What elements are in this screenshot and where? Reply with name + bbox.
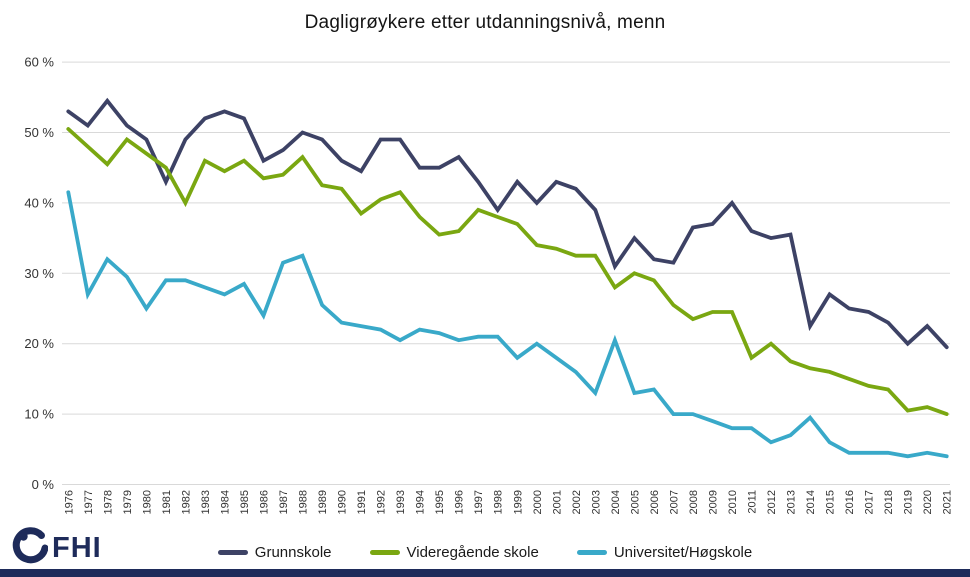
x-axis-label-1983: 1983 [200,490,212,514]
x-axis-label-1978: 1978 [102,490,114,514]
series-line-videreg-ende-skole [66,127,949,417]
x-axis-label-1995: 1995 [434,490,446,514]
y-axis-label-50: 50 % [24,125,54,140]
x-axis-label-1981: 1981 [161,490,173,514]
x-axis-label-2005: 2005 [629,490,641,514]
y-axis-label-0: 0 % [32,477,55,492]
fhi-logo: FHI [10,527,102,569]
x-axis-label-1999: 1999 [512,490,524,514]
legend-item-grunnskole[interactable]: Grunnskole [217,544,332,561]
x-axis-label-1996: 1996 [454,490,466,514]
x-axis-label-1980: 1980 [141,490,153,514]
x-axis-label-2011: 2011 [747,490,759,514]
x-axis-label-1987: 1987 [278,490,290,514]
series-line-universitet-h-gskole [66,190,949,459]
x-axis-label-2021: 2021 [942,490,954,514]
x-axis-label-1984: 1984 [219,490,231,514]
x-axis-label-1977: 1977 [83,490,95,514]
x-axis-label-2018: 2018 [883,490,895,514]
legend-label-universitet: Universitet/Høgskole [613,544,753,561]
chart-legend: Grunnskole Videregående skole Universite… [0,544,970,561]
x-axis-label-2013: 2013 [786,490,798,514]
y-axis-label-10: 10 % [24,407,54,422]
x-axis-label-1993: 1993 [395,490,407,514]
series-line-grunnskole [66,97,949,350]
legend-item-universitet[interactable]: Universitet/Høgskole [576,544,753,561]
x-axis-label-1976: 1976 [63,490,75,514]
x-axis-label-2010: 2010 [727,490,739,514]
x-axis-label-2009: 2009 [707,490,719,514]
legend-swatch-videregaende [369,550,400,555]
page-title: Dagligrøykere etter utdanningsnivå, menn [304,12,666,33]
x-axis-label-2017: 2017 [864,490,876,514]
x-axis-label-1991: 1991 [356,490,368,514]
y-axis-label-30: 30 % [24,266,54,281]
x-axis-label-2008: 2008 [688,490,700,514]
x-axis-label-1989: 1989 [317,490,329,514]
x-axis-label-2006: 2006 [649,490,661,514]
x-axis-label-1998: 1998 [493,490,505,514]
x-axis-label-2015: 2015 [825,490,837,514]
legend-label-videregaende: Videregående skole [406,544,539,561]
y-axis-label-40: 40 % [24,195,54,210]
x-axis-label-1990: 1990 [337,490,349,514]
x-axis-label-2016: 2016 [844,490,856,514]
y-axis-label-20: 20 % [24,336,54,351]
x-axis-label-2003: 2003 [590,490,602,514]
legend-swatch-universitet [576,550,607,555]
x-axis-label-2000: 2000 [532,490,544,514]
fhi-swirl-icon [12,527,48,564]
legend-label-grunnskole: Grunnskole [254,544,332,561]
x-axis-label-2007: 2007 [668,490,680,514]
x-axis-label-2014: 2014 [805,490,817,514]
x-axis-label-2012: 2012 [766,490,778,514]
x-axis-label-2004: 2004 [610,490,622,514]
x-axis-label-2020: 2020 [922,490,934,514]
y-axis-label-60: 60 % [24,55,54,70]
x-axis-label-1994: 1994 [415,490,427,514]
x-axis-label-2019: 2019 [903,490,915,514]
x-axis-label-1986: 1986 [259,490,271,514]
x-axis-label-1985: 1985 [239,490,251,514]
x-axis-label-1979: 1979 [122,490,134,514]
legend-item-videregaende[interactable]: Videregående skole [369,544,539,561]
x-axis-label-1997: 1997 [473,490,485,514]
footer-bar [0,569,970,577]
x-axis-label-2002: 2002 [571,490,583,514]
legend-swatch-grunnskole [217,550,248,555]
fhi-logo-text: FHI [52,531,102,564]
x-axis-label-2001: 2001 [551,490,563,514]
x-axis-label-1992: 1992 [376,490,388,514]
line-chart: 0 % 10 % 20 % 30 % 40 % 50 % 60 % 1976 1977 1978 1… [24,55,954,515]
x-axis-label-1988: 1988 [298,490,310,514]
x-axis-label-1982: 1982 [180,490,192,514]
